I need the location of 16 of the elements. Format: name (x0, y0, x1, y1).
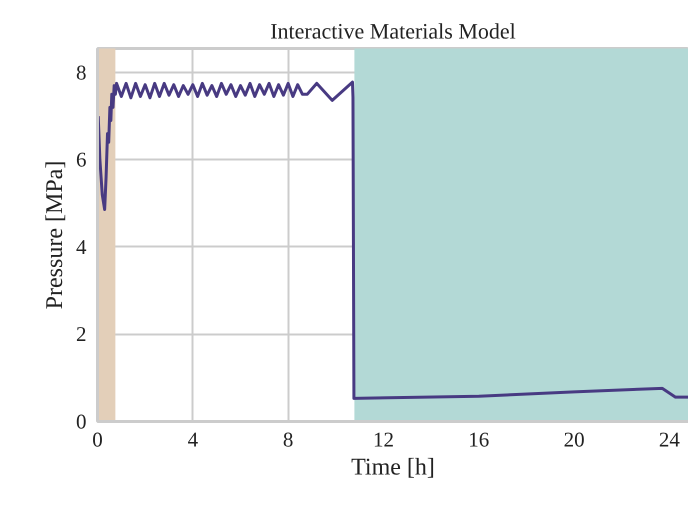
y-tick-label: 6 (76, 148, 86, 172)
x-axis-title: Time [h] (351, 454, 435, 480)
y-tick-label: 8 (76, 60, 86, 84)
x-tick-label: 0 (92, 428, 103, 452)
y-tick-label: 0 (76, 410, 86, 434)
line-series (98, 80, 688, 400)
y-tick-label: 4 (76, 234, 87, 259)
y-axis-title: Pressure [MPa] (42, 160, 68, 310)
x-tick-label: 12 (372, 428, 394, 452)
x-tick-label: 4 (188, 428, 199, 452)
x-tick-label: 20 (564, 428, 585, 452)
y-tick-label: 2 (76, 322, 86, 346)
x-tick-label: 8 (282, 428, 294, 452)
chart-title: Interactive Materials Model (270, 18, 516, 44)
x-tick-label: 24 (658, 428, 680, 452)
x-tick-label: 16 (468, 428, 490, 452)
